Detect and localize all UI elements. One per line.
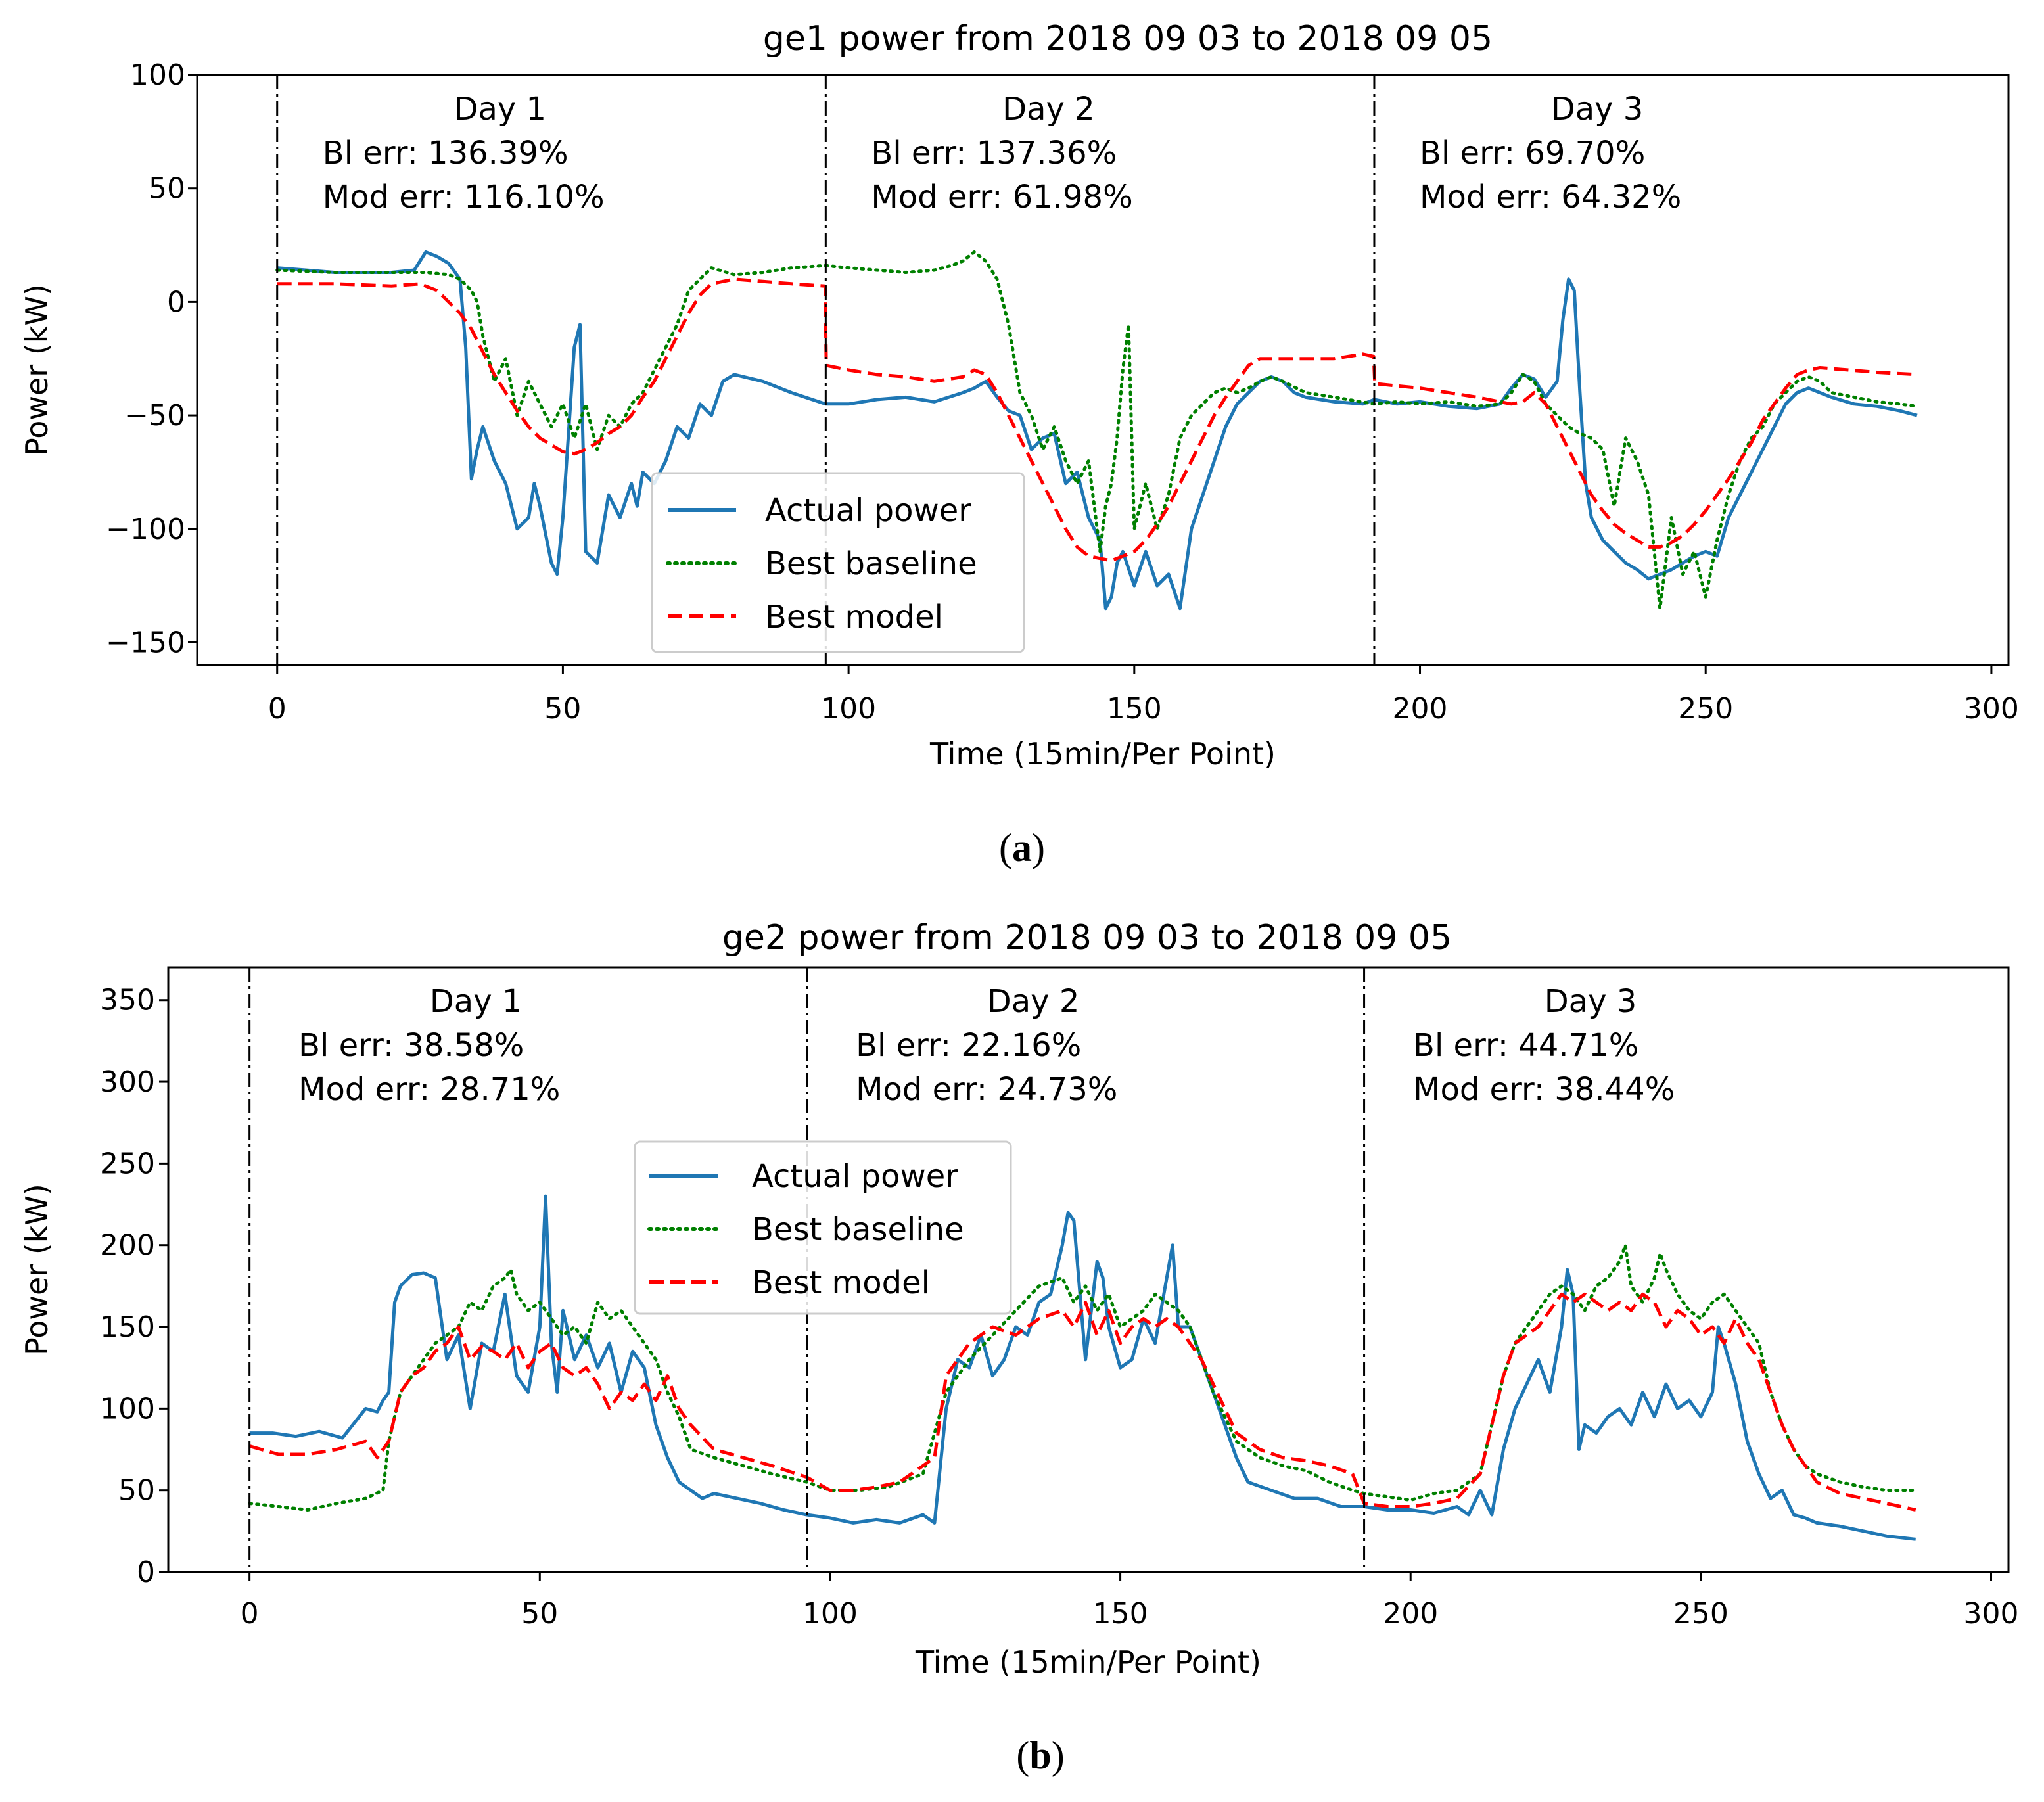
chart-b-day1-model-error: Mod err: 28.71%	[298, 1071, 560, 1108]
chart-b-day2-model-error: Mod err: 24.73%	[856, 1071, 1117, 1108]
chart-a-x-tick-label: 100	[821, 692, 876, 726]
chart-a-x-axis-label: Time (15min/Per Point)	[929, 736, 1276, 772]
chart-a-caption: (a)	[999, 826, 1045, 869]
chart-a-day2-label: Day 2	[1002, 91, 1095, 127]
chart-a-y-tick-label: −100	[106, 513, 185, 546]
chart-b-x-tick-label: 0	[241, 1597, 259, 1630]
chart-a-axis-ticks: 0 50 100 150 200 250 300 −150 −100 −50 0 50 100	[106, 58, 2019, 726]
chart-a-x-tick-label: 150	[1107, 692, 1162, 726]
chart-b-day2-label: Day 2	[987, 983, 1080, 1020]
chart-a-caption-letter: a	[1012, 826, 1032, 869]
chart-a-series-actual-power	[277, 250, 1918, 611]
chart-b-plot-lines	[248, 1194, 1918, 1541]
chart-b-day3-baseline-error: Bl err: 44.71%	[1413, 1027, 1638, 1064]
chart-a-y-tick-label: 0	[167, 285, 185, 319]
chart-a-day3-label: Day 3	[1551, 91, 1644, 127]
chart-a-plot-frame	[196, 74, 2010, 666]
chart-b-y-tick-label: 0	[137, 1556, 155, 1589]
chart-a-legend-box	[651, 472, 1025, 653]
chart-a-day1-label: Day 1	[453, 91, 546, 127]
chart-b-y-tick-label: 350	[100, 984, 155, 1017]
chart-a-x-tick-label: 0	[268, 692, 287, 726]
chart-a-x-tick-label: 200	[1393, 692, 1448, 726]
chart-b-x-tick-label: 300	[1964, 1597, 2019, 1630]
chart-b-caption-letter: b	[1029, 1734, 1051, 1777]
chart-a-legend: Actual power Best baseline Best model	[651, 472, 1025, 653]
chart-b-day1-label: Day 1	[430, 983, 523, 1020]
chart-a-title: ge1 power from 2018 09 03 to 2018 09 05	[763, 19, 1493, 58]
chart-b-y-tick-label: 250	[100, 1147, 155, 1180]
chart-a-day3-baseline-error: Bl err: 69.70%	[1420, 135, 1645, 172]
chart-b-legend-box	[634, 1140, 1012, 1315]
chart-b-x-axis-label: Time (15min/Per Point)	[915, 1644, 1261, 1680]
chart-a-plot-lines	[275, 250, 1919, 611]
chart-a-legend-label-model: Best model	[765, 599, 943, 635]
chart-a: ge1 power from 2018 09 03 to 2018 09 05 …	[19, 19, 2019, 869]
chart-a-day2-baseline-error: Bl err: 137.36%	[871, 135, 1117, 172]
chart-a-y-tick-label: −150	[106, 626, 185, 659]
chart-b-day1-baseline-error: Bl err: 38.58%	[298, 1027, 524, 1064]
chart-b-y-tick-label: 200	[100, 1229, 155, 1262]
chart-a-series-best-baseline	[275, 250, 1919, 611]
chart-a-y-axis-label: Power (kW)	[19, 284, 55, 456]
chart-b-y-tick-label: 300	[100, 1065, 155, 1099]
chart-a-series-best-model	[277, 277, 1918, 563]
chart-a-y-tick-label: 50	[149, 172, 185, 206]
chart-a-legend-label-actual: Actual power	[765, 492, 971, 529]
chart-b-y-tick-label: 50	[118, 1474, 155, 1508]
chart-b-x-tick-label: 150	[1093, 1597, 1148, 1630]
chart-b-legend-label-baseline: Best baseline	[752, 1211, 964, 1248]
chart-b-day3-label: Day 3	[1545, 983, 1637, 1020]
chart-b-x-tick-label: 250	[1673, 1597, 1729, 1630]
chart-a-day-dividers	[276, 75, 1376, 665]
chart-a-day-annotations: Day 1 Bl err: 136.39% Mod err: 116.10% Day …	[323, 91, 1682, 216]
chart-b-series-best-model	[249, 1292, 1916, 1512]
chart-a-day2-model-error: Mod err: 61.98%	[871, 179, 1132, 216]
chart-b-y-axis-label: Power (kW)	[19, 1184, 55, 1356]
chart-b-x-tick-label: 200	[1383, 1597, 1438, 1630]
chart-b-plot-frame	[167, 966, 2010, 1573]
chart-b-x-tick-label: 50	[521, 1597, 558, 1630]
chart-b-caption: (b)	[1016, 1734, 1064, 1777]
chart-a-x-tick-label: 50	[544, 692, 581, 726]
chart-a-x-tick-label: 250	[1678, 692, 1733, 726]
chart-a-day1-baseline-error: Bl err: 136.39%	[323, 135, 569, 172]
chart-b: ge2 power from 2018 09 03 to 2018 09 05 …	[19, 918, 2018, 1777]
chart-b-series-best-baseline	[248, 1243, 1918, 1512]
chart-a-x-tick-label: 300	[1964, 692, 2019, 726]
chart-b-legend: Actual power Best baseline Best model	[634, 1140, 1012, 1315]
chart-b-day3-model-error: Mod err: 38.44%	[1413, 1071, 1675, 1108]
chart-b-day-annotations: Day 1 Bl err: 38.58% Mod err: 28.71% Day 2 B…	[298, 983, 1675, 1108]
chart-b-x-tick-label: 100	[802, 1597, 858, 1630]
chart-a-day1-model-error: Mod err: 116.10%	[323, 179, 605, 216]
chart-b-y-tick-label: 100	[100, 1392, 155, 1425]
chart-b-day2-baseline-error: Bl err: 22.16%	[856, 1027, 1081, 1064]
chart-a-legend-label-baseline: Best baseline	[765, 545, 977, 582]
chart-b-legend-label-model: Best model	[752, 1264, 930, 1301]
chart-b-axis-ticks: 0 50 100 150 200 250 300 0 50 100 150 200 250 300 350	[100, 984, 2018, 1630]
chart-b-y-tick-label: 150	[100, 1310, 155, 1344]
chart-a-y-tick-label: 100	[130, 58, 185, 92]
chart-a-y-tick-label: −50	[124, 399, 185, 432]
chart-b-series-actual-power	[249, 1194, 1916, 1541]
chart-b-legend-label-actual: Actual power	[752, 1158, 958, 1195]
chart-a-day3-model-error: Mod err: 64.32%	[1420, 179, 1681, 216]
chart-b-title: ge2 power from 2018 09 03 to 2018 09 05	[722, 918, 1452, 958]
